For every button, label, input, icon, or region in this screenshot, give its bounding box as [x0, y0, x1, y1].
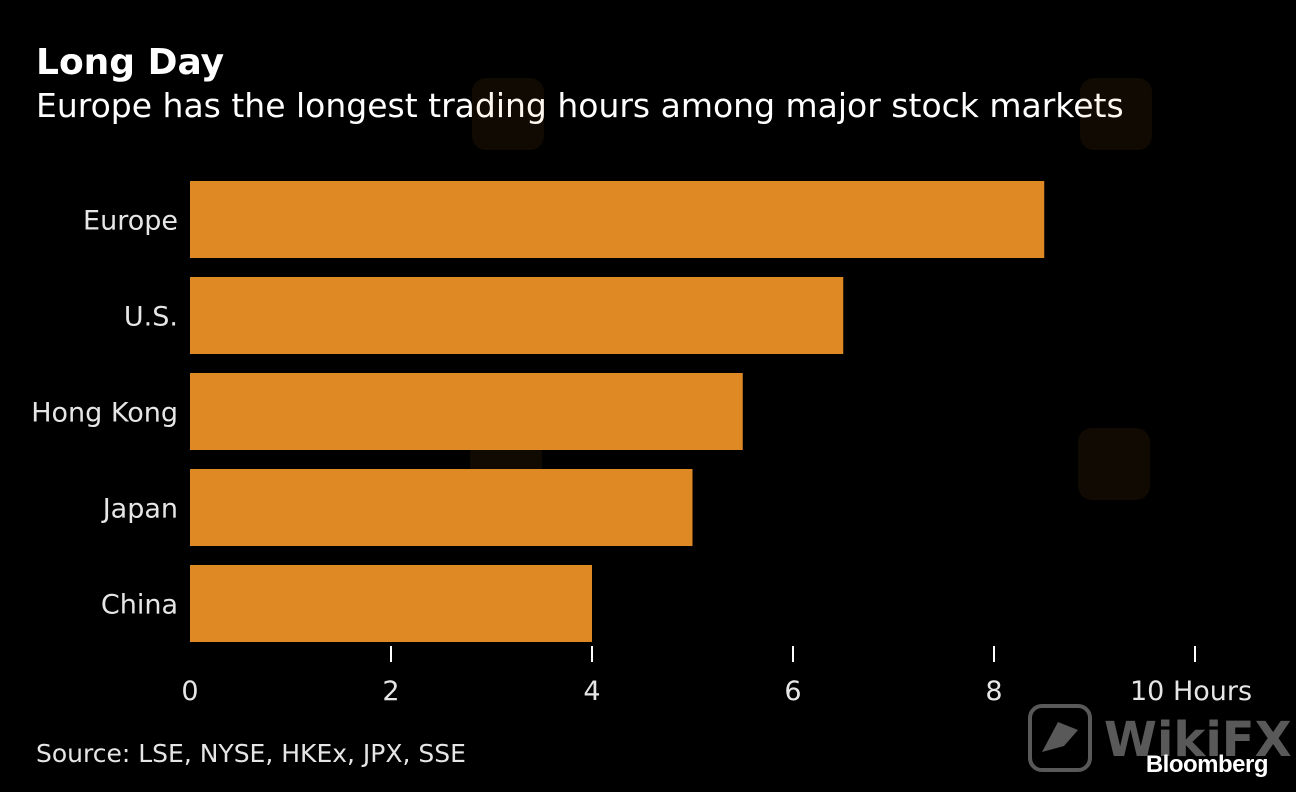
chart-subtitle: Europe has the longest trading hours amo…: [36, 86, 1124, 125]
x-tick-label: 4: [583, 676, 600, 707]
x-tick-label: 6: [784, 676, 801, 707]
bar-europe: [190, 181, 1045, 258]
category-label: U.S.: [124, 302, 178, 333]
bar-japan: [190, 469, 693, 546]
bloomberg-logo: Bloomberg: [1145, 751, 1269, 778]
x-tick-label: 8: [985, 676, 1002, 707]
x-tick-label: 2: [382, 676, 399, 707]
source-note: Source: LSE, NYSE, HKEx, JPX, SSE: [36, 739, 466, 768]
bar-china: [190, 565, 592, 642]
chart-title: Long Day: [36, 42, 225, 83]
bar-u-s: [190, 277, 844, 354]
category-label: Europe: [83, 206, 178, 237]
bar-hong-kong: [190, 373, 743, 450]
category-label: Hong Kong: [31, 398, 178, 429]
x-tick-label: 0: [181, 676, 198, 707]
category-label: China: [101, 590, 178, 621]
category-label: Japan: [101, 494, 178, 525]
x-tick-label: 10 Hours: [1130, 676, 1252, 707]
